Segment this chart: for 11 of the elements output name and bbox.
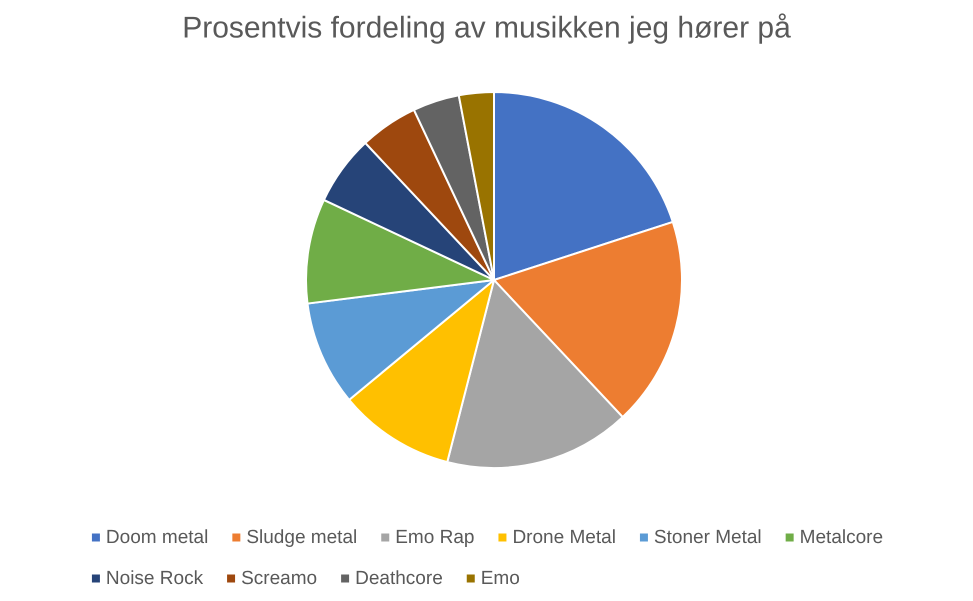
- chart-title: Prosentvis fordeling av musikken jeg hører på: [182, 12, 792, 44]
- legend-label: Drone Metal: [512, 527, 616, 548]
- legend-label: Emo: [480, 568, 520, 589]
- legend-label: Deathcore: [355, 568, 443, 589]
- legend-label: Metalcore: [800, 527, 884, 548]
- legend-label: Noise Rock: [106, 568, 204, 589]
- legend-label: Sludge metal: [246, 527, 358, 548]
- legend-label: Emo Rap: [395, 527, 474, 548]
- legend-label: Doom metal: [106, 527, 208, 548]
- legend-label: Screamo: [241, 568, 318, 589]
- legend-label: Stoner Metal: [654, 527, 762, 548]
